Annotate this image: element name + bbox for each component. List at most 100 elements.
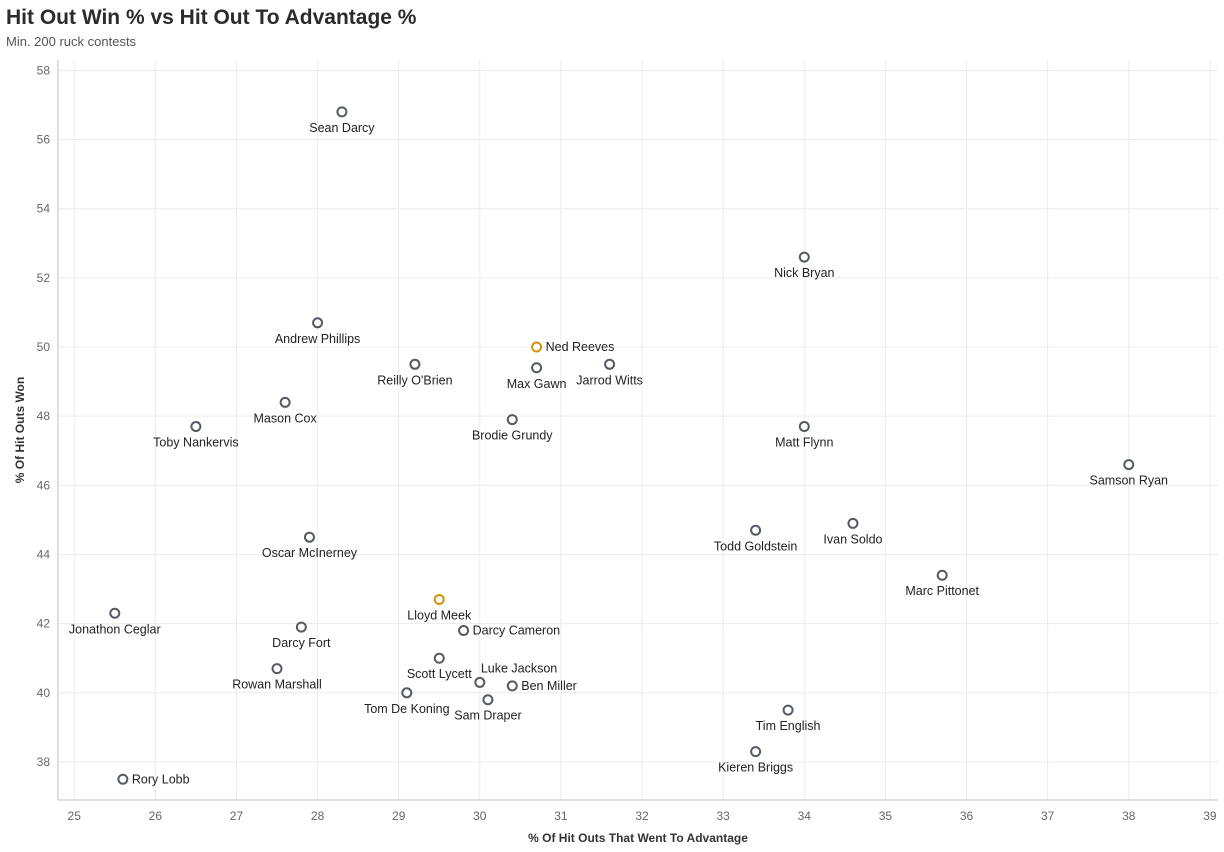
point-marker[interactable] xyxy=(474,676,486,688)
x-tick-label: 35 xyxy=(879,809,893,823)
data-point[interactable]: Todd Goldstein xyxy=(714,524,797,554)
point-marker[interactable] xyxy=(750,746,762,758)
point-label: Tom De Koning xyxy=(364,702,450,716)
point-label: Darcy Cameron xyxy=(473,624,561,638)
point-marker[interactable] xyxy=(433,652,445,664)
y-tick-label: 50 xyxy=(37,340,51,354)
data-point[interactable]: Brodie Grundy xyxy=(472,414,553,443)
data-point[interactable]: Luke Jackson xyxy=(474,661,557,688)
data-point[interactable]: Tim English xyxy=(756,704,821,734)
grid-lines xyxy=(58,60,1218,800)
x-tick-label: 36 xyxy=(960,809,974,823)
data-point[interactable]: Lloyd Meek xyxy=(407,593,472,623)
point-marker[interactable] xyxy=(750,524,762,536)
data-point[interactable]: Rory Lobb xyxy=(117,772,190,786)
data-point[interactable]: Ben Miller xyxy=(506,679,577,693)
point-marker[interactable] xyxy=(604,358,616,370)
point-marker[interactable] xyxy=(458,625,470,637)
point-label: Rory Lobb xyxy=(132,772,190,786)
point-marker[interactable] xyxy=(531,362,543,374)
point-marker[interactable] xyxy=(409,358,421,370)
point-marker[interactable] xyxy=(109,607,121,619)
y-tick-label: 38 xyxy=(37,755,51,769)
point-marker[interactable] xyxy=(312,317,324,329)
point-marker[interactable] xyxy=(271,663,283,675)
x-tick-label: 25 xyxy=(68,809,82,823)
data-point[interactable]: Sean Darcy xyxy=(309,106,375,135)
data-point[interactable]: Darcy Fort xyxy=(272,621,331,651)
point-label: Mason Cox xyxy=(254,411,318,425)
point-label: Samson Ryan xyxy=(1090,474,1169,488)
point-label: Ben Miller xyxy=(521,679,577,693)
point-label: Jonathon Ceglar xyxy=(69,622,161,636)
y-tick-label: 46 xyxy=(37,478,51,492)
point-label: Max Gawn xyxy=(507,377,567,391)
point-label: Lloyd Meek xyxy=(407,608,472,622)
data-point[interactable]: Rowan Marshall xyxy=(232,663,322,692)
data-point[interactable]: Kieren Briggs xyxy=(718,746,793,775)
data-point[interactable]: Matt Flynn xyxy=(775,421,834,450)
point-marker[interactable] xyxy=(190,421,202,433)
data-point[interactable]: Scott Lycett xyxy=(407,652,472,682)
y-tick-label: 58 xyxy=(37,63,51,77)
y-tick-label: 56 xyxy=(37,133,51,147)
point-marker[interactable] xyxy=(279,396,291,408)
x-tick-label: 33 xyxy=(716,809,730,823)
point-marker[interactable] xyxy=(798,421,810,433)
point-label: Jarrod Witts xyxy=(576,373,643,387)
point-label: Oscar McInerney xyxy=(262,546,358,560)
data-point[interactable]: Nick Bryan xyxy=(774,251,835,281)
point-marker[interactable] xyxy=(1123,459,1135,471)
data-point[interactable]: Jarrod Witts xyxy=(576,358,643,388)
y-tick-label: 44 xyxy=(37,547,51,561)
point-marker[interactable] xyxy=(531,341,543,353)
point-label: Ned Reeves xyxy=(546,340,615,354)
point-marker[interactable] xyxy=(847,517,859,529)
data-point[interactable]: Samson Ryan xyxy=(1090,459,1169,488)
point-marker[interactable] xyxy=(506,414,518,426)
point-label: Sean Darcy xyxy=(309,121,375,135)
y-tick-label: 52 xyxy=(37,271,51,285)
point-marker[interactable] xyxy=(117,773,129,785)
point-marker[interactable] xyxy=(482,694,494,706)
point-label: Kieren Briggs xyxy=(718,761,793,775)
point-label: Sam Draper xyxy=(454,709,521,723)
point-marker[interactable] xyxy=(401,687,413,699)
point-label: Rowan Marshall xyxy=(232,678,322,692)
point-marker[interactable] xyxy=(433,593,445,605)
point-label: Todd Goldstein xyxy=(714,539,797,553)
data-point[interactable]: Mason Cox xyxy=(254,396,318,426)
data-point[interactable]: Andrew Phillips xyxy=(275,317,360,346)
point-marker[interactable] xyxy=(798,251,810,263)
data-point[interactable]: Tom De Koning xyxy=(364,687,450,716)
data-point[interactable]: Darcy Cameron xyxy=(458,624,561,638)
x-axis-label: % Of Hit Outs That Went To Advantage xyxy=(528,831,748,845)
point-marker[interactable] xyxy=(506,680,518,692)
data-point[interactable]: Toby Nankervis xyxy=(153,421,239,450)
data-point[interactable]: Sam Draper xyxy=(454,694,522,723)
x-tick-labels: 25 26 27 28 29 30 31 32 33 34 35 36 37 38 39 xyxy=(68,809,1217,823)
data-point[interactable]: Max Gawn xyxy=(507,362,567,391)
y-tick-label: 54 xyxy=(37,202,51,216)
point-marker[interactable] xyxy=(295,621,307,633)
data-point[interactable]: Reilly O'Brien xyxy=(377,358,453,388)
point-marker[interactable] xyxy=(303,531,315,543)
x-tick-label: 38 xyxy=(1122,809,1136,823)
x-tick-label: 26 xyxy=(149,809,163,823)
data-point[interactable]: Jonathon Ceglar xyxy=(69,607,161,637)
data-points: Sean Darcy Nick Bryan Andrew Phillips Ned R… xyxy=(69,106,1169,786)
point-marker[interactable] xyxy=(936,569,948,581)
point-label: Andrew Phillips xyxy=(275,332,360,346)
data-point[interactable]: Ivan Soldo xyxy=(823,517,883,547)
point-label: Toby Nankervis xyxy=(153,436,238,450)
chart-subtitle: Min. 200 ruck contests xyxy=(6,34,137,49)
point-marker[interactable] xyxy=(336,106,348,118)
data-point[interactable]: Ned Reeves xyxy=(531,340,615,354)
x-tick-label: 29 xyxy=(392,809,406,823)
y-tick-label: 48 xyxy=(37,409,51,423)
point-label: Matt Flynn xyxy=(775,436,833,450)
point-marker[interactable] xyxy=(782,704,794,716)
point-label: Tim English xyxy=(756,719,821,733)
data-point[interactable]: Oscar McInerney xyxy=(262,531,358,561)
data-point[interactable]: Marc Pittonet xyxy=(905,569,980,599)
